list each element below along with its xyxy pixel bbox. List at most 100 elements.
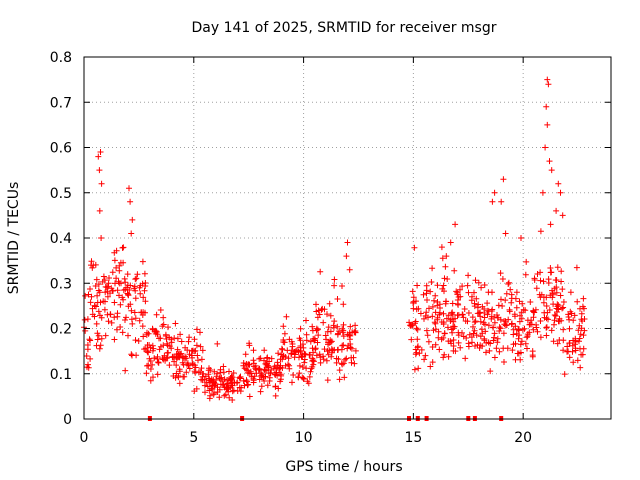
data-point — [485, 339, 492, 346]
data-point — [423, 327, 430, 334]
data-point — [440, 334, 447, 341]
data-point — [218, 374, 225, 381]
data-point — [509, 320, 515, 327]
chart-title: Day 141 of 2025, SRMTID for receiver msg… — [192, 20, 497, 36]
data-point — [469, 314, 476, 321]
data-point — [460, 333, 467, 340]
data-point — [97, 299, 104, 306]
data-point — [497, 316, 504, 323]
data-point — [175, 374, 182, 381]
data-point — [409, 288, 416, 295]
data-point — [291, 354, 298, 361]
data-point — [266, 378, 273, 384]
data-point — [279, 346, 286, 353]
data-point — [119, 329, 126, 336]
data-point — [122, 317, 128, 323]
data-point — [186, 365, 193, 372]
data-point — [315, 332, 322, 339]
data-point — [90, 262, 97, 269]
data-point — [176, 368, 183, 375]
data-point — [217, 366, 224, 373]
data-point — [410, 305, 417, 312]
data-point — [150, 345, 157, 352]
data-point — [530, 314, 537, 321]
data-point — [114, 310, 121, 317]
data-point — [96, 207, 103, 214]
data-point — [500, 176, 507, 183]
data-point — [275, 350, 282, 357]
data-point — [197, 343, 204, 350]
data-point — [558, 268, 565, 275]
data-point — [89, 311, 96, 318]
data-point — [95, 153, 102, 160]
data-point — [524, 345, 530, 352]
data-point — [440, 354, 447, 361]
data-point — [477, 313, 484, 320]
data-point — [548, 167, 555, 174]
data-point — [577, 331, 584, 338]
data-point — [543, 303, 550, 309]
data-point — [441, 351, 448, 358]
x-tick-label: 0 — [80, 430, 89, 446]
y-tick-label: 0.6 — [50, 141, 72, 157]
data-point — [87, 337, 94, 344]
data-point — [425, 314, 431, 321]
data-point — [334, 296, 341, 302]
data-point — [224, 377, 230, 383]
data-point — [132, 337, 139, 344]
data-point — [495, 302, 502, 309]
data-point — [475, 301, 482, 308]
data-point — [219, 381, 226, 388]
data-point — [352, 322, 359, 329]
data-point — [465, 289, 472, 296]
data-point — [539, 189, 546, 196]
data-point — [543, 294, 550, 301]
data-point — [310, 349, 317, 356]
data-point — [464, 282, 471, 289]
data-point — [162, 331, 169, 338]
data-point — [489, 198, 496, 205]
y-tick-label: 0.7 — [50, 95, 72, 111]
data-point — [576, 338, 582, 345]
data-point — [132, 295, 139, 302]
data-point — [559, 286, 566, 293]
data-point — [518, 235, 524, 241]
data-point — [156, 346, 163, 353]
data-point — [449, 309, 456, 316]
y-tick-label: 0.4 — [50, 231, 72, 247]
data-point — [421, 315, 427, 322]
data-point — [199, 347, 206, 354]
data-point — [528, 317, 535, 324]
data-point — [441, 330, 448, 337]
data-point — [347, 323, 354, 330]
data-point — [554, 264, 561, 271]
data-point — [532, 306, 539, 313]
data-point — [551, 285, 558, 292]
data-point — [509, 347, 516, 354]
data-point — [89, 305, 96, 312]
data-point — [248, 373, 255, 380]
data-point — [109, 269, 116, 276]
data-point — [410, 300, 417, 306]
data-point — [316, 311, 323, 318]
data-point — [181, 373, 188, 380]
data-point — [289, 379, 295, 386]
data-point — [248, 370, 254, 377]
data-point — [533, 321, 540, 328]
data-point — [471, 300, 478, 307]
data-point — [250, 347, 257, 354]
data-point — [491, 319, 498, 326]
data-point — [193, 385, 200, 392]
data-point — [477, 318, 484, 325]
data-point — [478, 284, 485, 291]
data-point — [258, 373, 265, 380]
data-point — [82, 292, 89, 299]
data-point — [190, 361, 196, 368]
data-point — [140, 333, 147, 340]
data-point — [469, 293, 475, 300]
data-point — [558, 278, 565, 285]
data-point — [560, 337, 567, 344]
data-point — [476, 310, 482, 317]
data-point — [317, 268, 324, 275]
data-point — [478, 326, 485, 333]
